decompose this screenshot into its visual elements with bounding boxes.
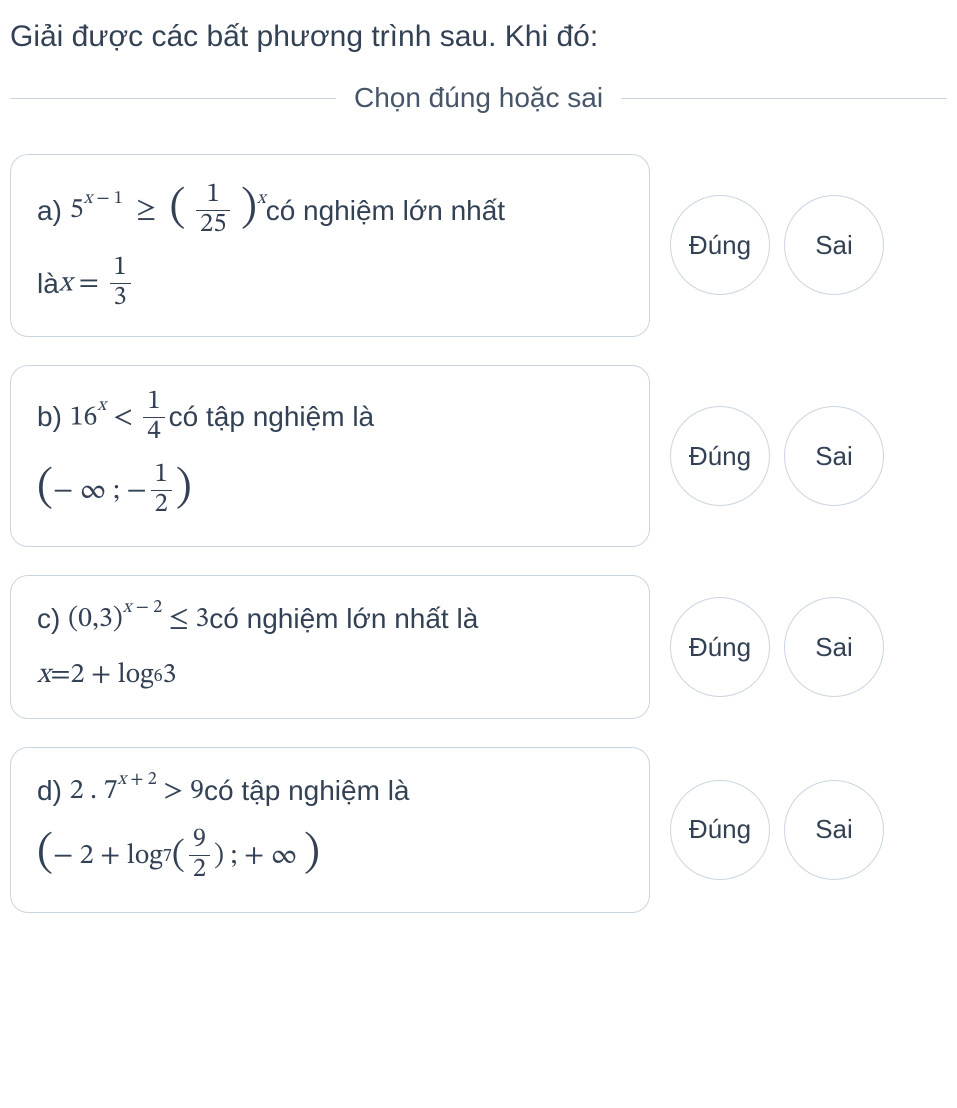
buttons-c: Đúng Sai [670,597,884,697]
paren-close-d: ) [304,820,320,887]
rhs-9: 9 [190,777,204,805]
exp-x: x [84,190,93,208]
log-arg-3: 3 [163,654,177,696]
rhs2-a: 2 + log [71,654,154,696]
exp-minus-1: − 1 [92,190,123,208]
base-03: 0,3 [78,605,113,633]
int-num-1: 1 [151,461,172,490]
divider-left [10,98,336,99]
label-c: c) [37,598,60,640]
exp-plus-2: + 2 [126,771,157,789]
frac-num-1: 1 [203,181,224,210]
label-b: b) [37,396,62,438]
true-button-a[interactable]: Đúng [670,195,770,295]
exp-x-2: x [257,190,266,208]
frac-close-d: ) ; + ∞ [214,835,304,877]
expr-c-line2: x = 2 + log63 [37,654,623,696]
true-button-d[interactable]: Đúng [670,780,770,880]
expr-a-line1: 5x − 1 ≥ ( 1 25 )x [70,177,266,244]
ans-num-1: 1 [110,254,131,283]
expr-d-line1: 2 . 7x + 2 > 9 [70,770,204,812]
true-button-c[interactable]: Đúng [670,597,770,697]
var-x-c: x [37,654,50,696]
rel-leq: ≤ [169,605,196,633]
exp-x-b: x [97,397,106,415]
buttons-d: Đúng Sai [670,780,884,880]
int-den-2d: 2 [189,855,210,885]
text-a-mid: có nghiệm lớn nhất [266,190,505,232]
question-a-row: a) 5x − 1 ≥ ( 1 25 )x có nghiệm lớn nhất… [10,154,947,337]
base-5: 5 [70,196,84,224]
paren-open-d: ( [37,820,53,887]
text-a-prefix: là [37,263,59,305]
log-base-7: 7 [163,844,172,871]
expr-b-line1: 16x < 1 4 [70,388,169,448]
question-d-row: d) 2 . 7x + 2 > 9 có tập nghiệm là ( − 2… [10,747,947,912]
coef-27: 2 . 7 [70,777,118,805]
false-button-b[interactable]: Sai [784,406,884,506]
text-d-mid: có tập nghiệm là [204,770,409,812]
divider-right [621,98,947,99]
rel-lt: < [113,403,140,431]
text-c-mid: có nghiệm lớn nhất là [209,598,478,640]
subtitle-row: Chọn đúng hoặc sai [10,82,947,114]
question-a-card: a) 5x − 1 ≥ ( 1 25 )x có nghiệm lớn nhất… [10,154,650,337]
paren-open-b: ( [37,455,53,522]
frac-open-d: ( [172,829,185,884]
expr-d-line2: ( − 2 + log7 ( 9 2 ) ; + ∞ ) [37,822,623,889]
frac-den-25: 25 [196,210,230,240]
rel-geq: ≥ [136,196,156,224]
paren-close-b: ) [176,455,192,522]
exp-minus-2: − 2 [131,599,162,617]
int-den-2: 2 [151,490,172,520]
paren-close-c: ) [113,605,123,633]
neg-inf: − ∞ ; − [53,470,147,512]
buttons-a: Đúng Sai [670,195,884,295]
question-b-row: b) 16x < 1 4 có tập nghiệm là ( − ∞ ; − … [10,365,947,548]
base-16: 16 [70,403,98,431]
text-b-mid: có tập nghiệm là [169,396,374,438]
expr-b-line2: ( − ∞ ; − 1 2 ) [37,457,623,524]
label-a: a) [37,190,62,232]
false-button-c[interactable]: Sai [784,597,884,697]
question-d-card: d) 2 . 7x + 2 > 9 có tập nghiệm là ( − 2… [10,747,650,912]
eq-sym: = [72,270,105,298]
expr-c-line1: (0,3)x − 2 ≤ 3 [68,598,209,640]
false-button-a[interactable]: Sai [784,195,884,295]
exp-x-d: x [117,771,126,789]
question-c-row: c) (0,3)x − 2 ≤ 3 có nghiệm lớn nhất là … [10,575,947,719]
page-title: Giải được các bất phương trình sau. Khi … [10,20,947,54]
paren-open-c: ( [68,605,78,633]
rel-gt: > [163,777,190,805]
label-d: d) [37,770,62,812]
true-button-b[interactable]: Đúng [670,406,770,506]
rhs-3: 3 [195,605,209,633]
subtitle: Chọn đúng hoặc sai [336,82,621,114]
var-x: x [59,270,72,298]
frac-num-1b: 1 [143,388,164,417]
log-base-6: 6 [154,664,163,691]
int-num-9: 9 [189,826,210,855]
int-a: − 2 + log [53,835,163,877]
expr-a-line2: x = 1 3 [59,254,135,314]
false-button-d[interactable]: Sai [784,780,884,880]
frac-den-4: 4 [143,417,164,447]
buttons-b: Đúng Sai [670,406,884,506]
question-b-card: b) 16x < 1 4 có tập nghiệm là ( − ∞ ; − … [10,365,650,548]
ans-den-3: 3 [110,283,131,313]
question-c-card: c) (0,3)x − 2 ≤ 3 có nghiệm lớn nhất là … [10,575,650,719]
eq-sym-c: = [50,654,70,696]
